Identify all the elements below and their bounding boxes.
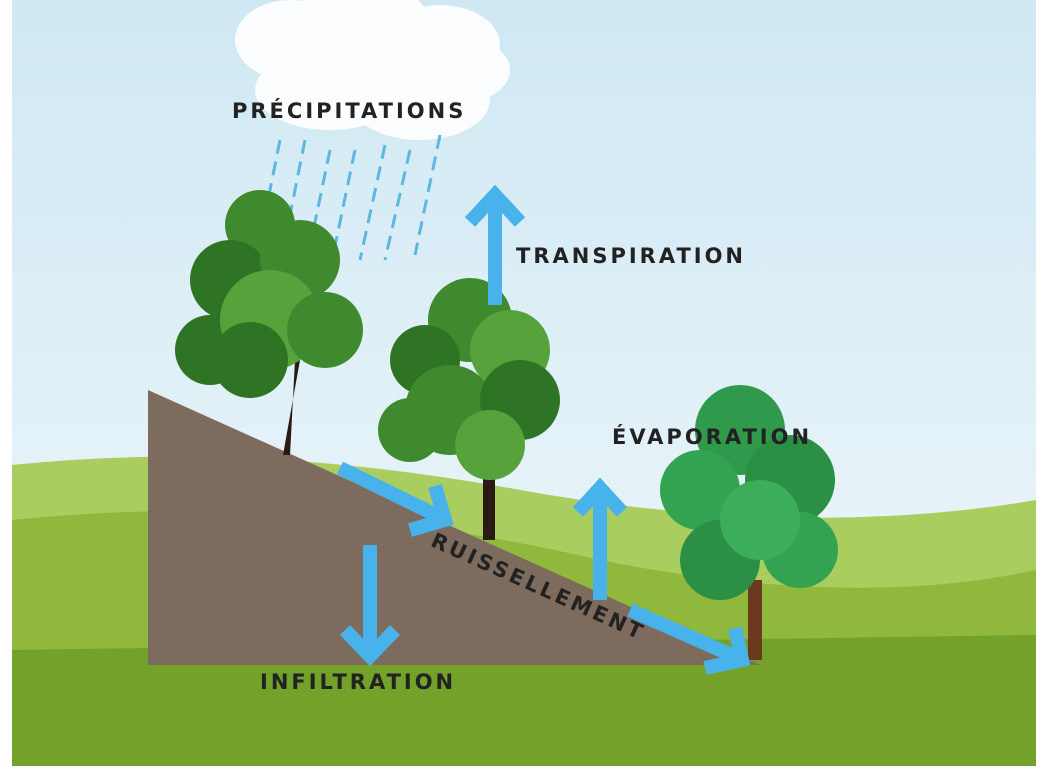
transpiration-label: TRANSPIRATION bbox=[516, 244, 746, 268]
diagram: PRÉCIPITATIONS TRANSPIRATION ÉVAPORATION… bbox=[0, 0, 1040, 770]
precipitation-label: PRÉCIPITATIONS bbox=[232, 98, 466, 123]
infiltration-label: INFILTRATION bbox=[260, 670, 456, 694]
evaporation-label: ÉVAPORATION bbox=[612, 424, 812, 449]
